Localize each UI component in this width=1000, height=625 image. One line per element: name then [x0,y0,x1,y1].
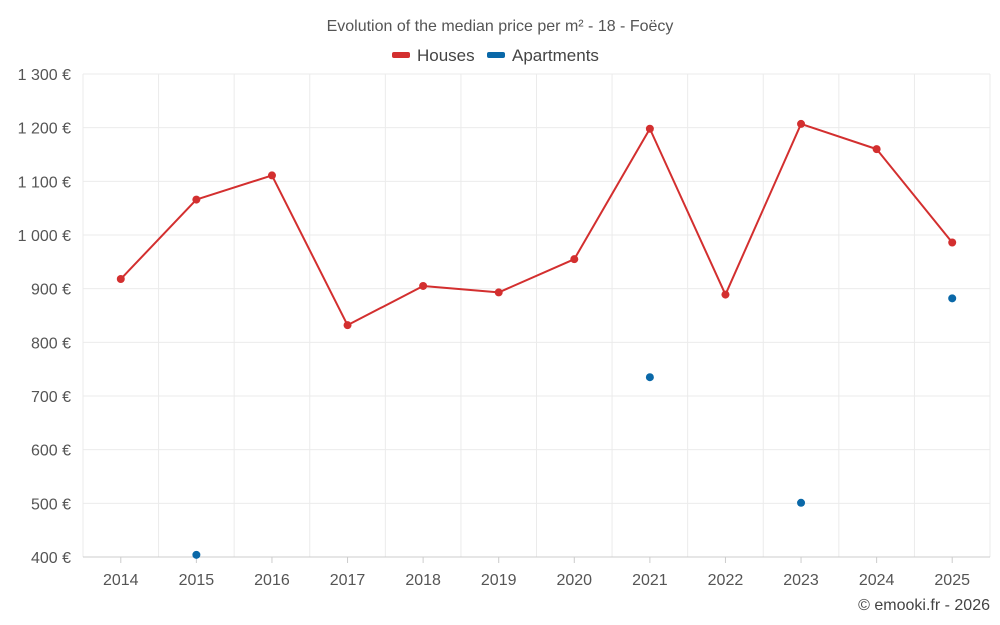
legend-label-houses: Houses [417,46,475,65]
data-point-houses[interactable] [797,119,806,128]
x-tick-label: 2019 [481,572,517,589]
x-tick-label: 2020 [556,572,592,589]
x-tick-label: 2023 [783,572,819,589]
legend-item-apartments[interactable]: Apartments [487,46,599,65]
data-point-houses[interactable] [419,281,428,290]
legend-item-houses[interactable]: Houses [392,46,475,65]
y-tick-label: 400 € [31,550,71,567]
y-axis-labels: 400 € 500 € 600 € 700 € 800 € 900 € 1 000 € 1 1… [18,67,71,567]
series-houses [116,119,957,330]
x-tick-label: 2024 [859,572,895,589]
data-point-houses[interactable] [570,255,579,264]
x-tick-label: 2022 [708,572,744,589]
data-point-apartments[interactable] [948,294,957,303]
x-tick-label: 2014 [103,572,139,589]
legend-label-apartments: Apartments [512,46,599,65]
credit-text: © emooki.fr - 2026 [858,597,990,614]
data-point-houses[interactable] [872,145,881,154]
x-tick-label: 2025 [934,572,970,589]
series-line-houses [120,122,953,327]
y-tick-label: 500 € [31,496,71,513]
x-tick-label: 2018 [405,572,441,589]
y-tick-label: 1 200 € [18,121,71,138]
y-tick-label: 1 100 € [18,174,71,191]
x-axis-labels: 2014 2015 2016 2017 2018 2019 2020 2021 2022 2023… [103,557,970,589]
x-tick-label: 2017 [330,572,366,589]
x-tick-label: 2021 [632,572,668,589]
data-point-houses[interactable] [948,238,957,247]
data-point-apartments[interactable] [797,498,806,507]
data-point-houses[interactable] [116,275,125,284]
x-tick-label: 2015 [179,572,215,589]
y-tick-label: 1 000 € [18,228,71,245]
y-tick-label: 900 € [31,282,71,299]
grid-vertical [82,74,991,557]
data-point-houses[interactable] [645,124,654,133]
series-layer [116,119,957,559]
data-point-houses[interactable] [192,195,201,204]
data-point-apartments[interactable] [192,550,201,559]
chart-title: Evolution of the median price per m² - 1… [327,18,674,35]
y-tick-label: 600 € [31,443,71,460]
legend-swatch-apartments [487,52,505,58]
data-point-apartments[interactable] [645,373,654,382]
y-tick-label: 1 300 € [18,67,71,84]
y-tick-label: 700 € [31,389,71,406]
x-tick-label: 2016 [254,572,290,589]
legend-swatch-houses [392,52,410,58]
series-apartments [192,294,957,559]
legend: Houses Apartments [392,46,599,65]
y-tick-label: 800 € [31,335,71,352]
data-point-houses[interactable] [494,288,503,297]
data-point-houses[interactable] [721,290,730,299]
data-point-houses[interactable] [343,321,352,330]
data-point-houses[interactable] [267,171,276,180]
